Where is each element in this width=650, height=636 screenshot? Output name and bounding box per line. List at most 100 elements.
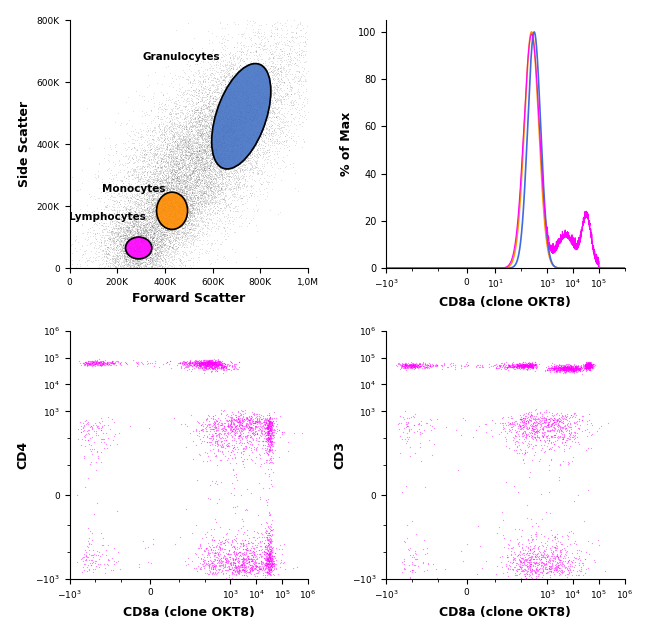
Point: [213, 567, 223, 577]
Point: [151, 179, 162, 189]
Point: [166, 181, 177, 191]
Point: [179, 242, 189, 252]
Point: [157, 185, 168, 195]
Point: [229, 134, 240, 144]
Point: [272, 50, 283, 60]
Point: [198, 170, 208, 180]
Point: [187, 118, 198, 128]
Point: [559, 362, 569, 372]
Point: [169, 223, 179, 233]
Point: [174, 218, 184, 228]
Point: [252, 99, 262, 109]
Point: [168, 244, 178, 254]
Point: [270, 127, 281, 137]
Point: [255, 102, 265, 113]
Point: [215, 133, 226, 143]
Point: [196, 164, 206, 174]
Point: [107, 219, 117, 230]
Point: [227, 425, 238, 436]
Point: [186, 194, 196, 204]
Point: [527, 361, 538, 371]
Point: [395, 431, 405, 441]
Point: [170, 189, 180, 199]
Point: [111, 256, 121, 266]
Point: [268, 438, 279, 448]
Point: [143, 219, 153, 229]
Point: [125, 144, 136, 154]
Point: [214, 153, 225, 163]
Point: [224, 153, 235, 163]
Point: [172, 172, 183, 182]
Point: [129, 219, 140, 230]
Point: [255, 107, 266, 118]
Point: [181, 112, 191, 122]
Point: [517, 553, 527, 563]
Point: [153, 211, 164, 221]
Point: [133, 200, 144, 211]
Point: [107, 258, 118, 268]
Point: [246, 554, 256, 564]
Point: [541, 412, 551, 422]
Point: [211, 87, 222, 97]
Point: [159, 148, 169, 158]
Point: [168, 202, 179, 212]
Point: [202, 146, 212, 156]
Point: [148, 233, 159, 243]
Point: [407, 360, 417, 370]
Point: [178, 359, 188, 369]
Point: [545, 551, 556, 561]
Point: [194, 141, 204, 151]
Point: [526, 431, 537, 441]
Point: [249, 84, 259, 94]
Point: [171, 142, 181, 152]
Point: [159, 229, 170, 239]
Point: [207, 191, 218, 201]
Point: [200, 560, 210, 570]
Point: [114, 259, 124, 269]
Point: [157, 230, 167, 240]
Point: [165, 160, 176, 170]
Point: [161, 214, 171, 224]
Point: [176, 175, 186, 185]
Point: [133, 195, 143, 205]
Point: [220, 183, 230, 193]
Point: [136, 182, 146, 192]
Point: [540, 417, 550, 427]
Point: [233, 134, 244, 144]
Point: [261, 558, 272, 569]
Point: [187, 129, 197, 139]
Point: [111, 216, 122, 226]
Point: [133, 357, 144, 367]
Point: [184, 134, 194, 144]
Point: [166, 181, 176, 191]
Point: [120, 253, 131, 263]
Point: [248, 72, 258, 82]
Point: [147, 143, 157, 153]
Point: [248, 551, 258, 562]
Point: [238, 87, 248, 97]
Point: [119, 219, 129, 230]
Point: [194, 88, 204, 98]
Point: [180, 210, 190, 220]
Point: [220, 359, 230, 369]
Point: [188, 151, 198, 162]
Point: [570, 362, 580, 372]
Point: [157, 208, 167, 218]
Point: [129, 221, 139, 231]
Point: [187, 224, 198, 234]
Point: [259, 92, 269, 102]
Point: [110, 254, 120, 264]
Point: [231, 415, 242, 425]
Point: [252, 51, 262, 61]
Point: [220, 143, 231, 153]
Point: [128, 251, 138, 261]
Point: [235, 118, 245, 128]
Point: [276, 122, 286, 132]
Point: [122, 193, 133, 204]
Point: [160, 185, 170, 195]
Point: [122, 248, 132, 258]
Point: [584, 359, 594, 369]
Point: [205, 130, 216, 141]
Point: [233, 553, 244, 563]
Point: [210, 165, 220, 176]
